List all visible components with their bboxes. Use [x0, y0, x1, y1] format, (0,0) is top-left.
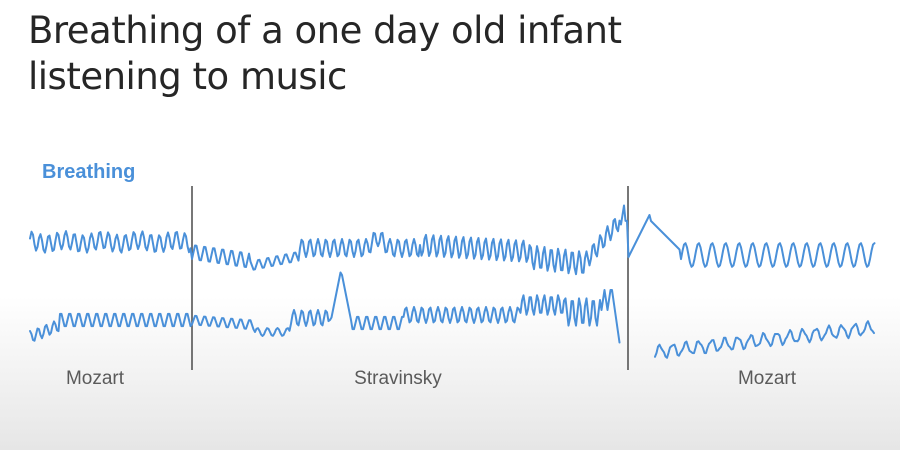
breathing-series-label: Breathing: [42, 161, 136, 183]
slide-title: Breathing of a one day old infant listen…: [28, 9, 622, 98]
segment-label-stravinsky: Stravinsky: [354, 368, 442, 389]
segment-label-mozart-2: Mozart: [738, 368, 797, 389]
upper-breathing-trace: [29, 204, 876, 276]
segment-label-mozart-1: Mozart: [66, 368, 125, 389]
lower-breathing-trace: [29, 271, 621, 344]
lower-breathing-trace-end: [654, 320, 875, 359]
